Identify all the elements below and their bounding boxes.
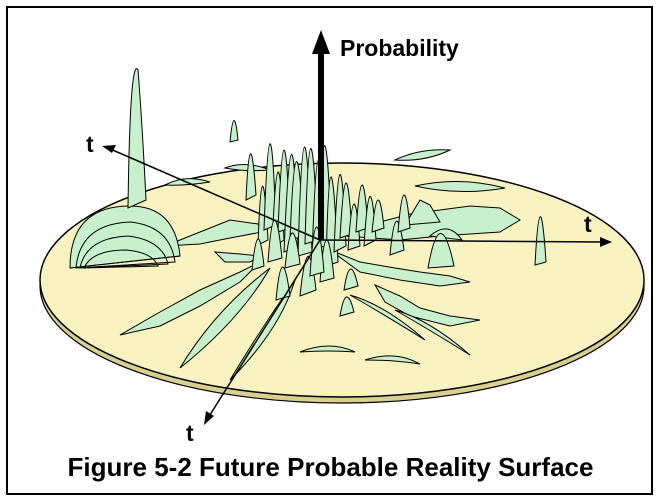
t-axis-left: [107, 147, 321, 241]
probability-label: Probability: [340, 35, 459, 61]
t-label-right: t: [584, 211, 592, 237]
t-axis-bottom-arrowhead: [204, 411, 214, 425]
t-axis-right: [319, 239, 605, 243]
figure-caption: Figure 5-2 Future Probable Reality Surfa…: [67, 452, 594, 482]
t-label-bottom: t: [186, 420, 194, 446]
t-axis-bottom: [207, 239, 321, 419]
nested-arches: [69, 205, 181, 269]
t-axis-right-arrowhead: [600, 237, 612, 247]
probability-axis-shaft: [318, 52, 324, 240]
t-label-left: t: [86, 131, 94, 157]
t-axis-left-arrowhead: [102, 145, 116, 153]
axes: [102, 30, 612, 425]
probability-axis-arrowhead: [312, 30, 330, 54]
